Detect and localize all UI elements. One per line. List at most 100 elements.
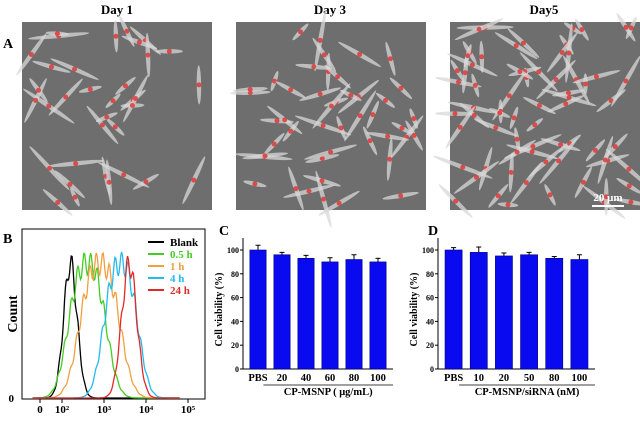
- nucleus-signal: [106, 179, 112, 185]
- bar-20: [495, 255, 513, 370]
- x-tick-label: 40: [301, 373, 312, 384]
- panel-label-d: D: [428, 224, 438, 239]
- bar-chart-c: 0 20 40 60 80 100 Cell viability (%) PBS 20 40 60 8…: [214, 238, 393, 398]
- nucleus-signal: [505, 202, 511, 208]
- x-tick-label: 50: [524, 373, 535, 384]
- nucleus-signal: [513, 43, 519, 49]
- nucleus-signal: [247, 87, 253, 93]
- bar-chart-d: 0 20 40 60 80 100 Cell viability (%) PBS 10 20 50 8…: [409, 238, 595, 398]
- legend-label: 0.5 h: [170, 249, 193, 261]
- nucleus-signal: [612, 144, 618, 150]
- panel-label-b: B: [3, 232, 12, 247]
- x-tick-label: 80: [349, 373, 360, 384]
- nucleus-signal: [626, 183, 632, 189]
- nucleus-signal: [411, 132, 417, 138]
- nucleus-signal: [603, 194, 609, 200]
- bar-20: [273, 254, 291, 370]
- nucleus-signal: [122, 83, 128, 89]
- nucleus-signal: [319, 178, 325, 184]
- x-tick-label: 10⁵: [181, 404, 196, 416]
- nucleus-signal: [566, 95, 572, 101]
- y-axis-label-b: Count: [6, 295, 21, 333]
- y-tick-label: 60: [231, 294, 239, 303]
- nucleus-signal: [298, 29, 304, 35]
- nucleus-signal: [252, 181, 258, 187]
- nucleus-signal: [628, 199, 634, 205]
- nucleus-signal: [320, 122, 326, 128]
- legend-label: 24 h: [170, 285, 190, 297]
- nucleus-signal: [124, 28, 130, 34]
- nucleus-signal: [110, 98, 116, 104]
- nucleus-signal: [593, 74, 599, 80]
- scale-bar: 20 μm: [592, 192, 624, 207]
- nucleus-signal: [479, 54, 485, 60]
- nucleus-signal: [272, 78, 278, 84]
- nucleus-signal: [133, 96, 139, 102]
- nucleus-signal: [517, 69, 523, 75]
- nucleus-signal: [112, 124, 118, 130]
- nucleus-signal: [104, 114, 110, 120]
- y-tick-label: 60: [426, 294, 434, 303]
- y-tick-0: 0: [9, 393, 15, 405]
- nucleus-signal: [565, 90, 571, 96]
- day-3-title: Day 3: [314, 2, 347, 17]
- legend-label: Blank: [170, 237, 199, 249]
- nucleus-signal: [476, 26, 482, 32]
- nucleus-signal: [608, 98, 614, 104]
- nucleus-signal: [514, 136, 520, 142]
- nucleus-signal: [559, 50, 565, 56]
- nucleus-signal: [399, 125, 405, 131]
- nucleus-signal: [457, 124, 463, 130]
- nucleus-signal: [582, 81, 588, 87]
- bar-40: [297, 258, 315, 370]
- nucleus-signal: [455, 79, 461, 85]
- nucleus-signal: [367, 138, 373, 144]
- scale-bar-label: 20 μm: [593, 192, 622, 204]
- nucleus-signal: [532, 122, 538, 128]
- nucleus-signal: [506, 93, 512, 99]
- nucleus-signal: [471, 112, 477, 118]
- y-tick-label: 100: [422, 246, 434, 255]
- nucleus-signal: [566, 50, 572, 56]
- x-tick-label: 10³: [97, 404, 112, 416]
- nucleus-signal: [143, 179, 149, 185]
- bar-PBS: [249, 249, 267, 370]
- y-tick-label: 40: [231, 317, 239, 326]
- y-tick-label: 100: [227, 246, 239, 255]
- nucleus-signal: [523, 180, 529, 186]
- nucleus-signal: [508, 169, 514, 175]
- nucleus-signal: [495, 193, 501, 199]
- bar-80: [345, 259, 363, 370]
- nucleus-signal: [536, 102, 542, 108]
- nucleus-signal: [623, 24, 629, 30]
- y-tick-label: 0: [430, 365, 434, 374]
- series-24h-curve: [32, 255, 180, 399]
- nucleus-signal: [530, 143, 536, 149]
- y-tick-label: 20: [231, 341, 239, 350]
- nucleus-signal: [547, 192, 553, 198]
- nucleus-signal: [274, 118, 280, 124]
- nucleus-signal: [453, 198, 459, 204]
- nucleus-signal: [452, 111, 458, 117]
- nucleus-signal: [113, 33, 119, 39]
- nucleus-signal: [385, 133, 391, 139]
- nucleus-signal: [271, 141, 277, 147]
- nucleus-signal: [387, 56, 393, 62]
- nucleus-signal: [317, 91, 323, 97]
- y-tick-label: 0: [235, 365, 239, 374]
- nucleus-signal: [454, 68, 460, 74]
- micrograph-day-3: [230, 9, 426, 228]
- nucleus-signal: [493, 125, 499, 131]
- legend-label: 4 h: [170, 273, 184, 285]
- nucleus-signal: [387, 156, 393, 162]
- x-tick-label: 10⁴: [139, 404, 154, 416]
- bar-PBS: [444, 249, 463, 370]
- nucleus-signal: [87, 86, 93, 92]
- nucleus-signal: [473, 174, 479, 180]
- nucleus-signal: [121, 172, 127, 178]
- y-tick-label: 80: [426, 270, 434, 279]
- legend-label: 1 h: [170, 261, 184, 273]
- nucleus-signal: [497, 110, 503, 116]
- nucleus-signal: [469, 62, 475, 68]
